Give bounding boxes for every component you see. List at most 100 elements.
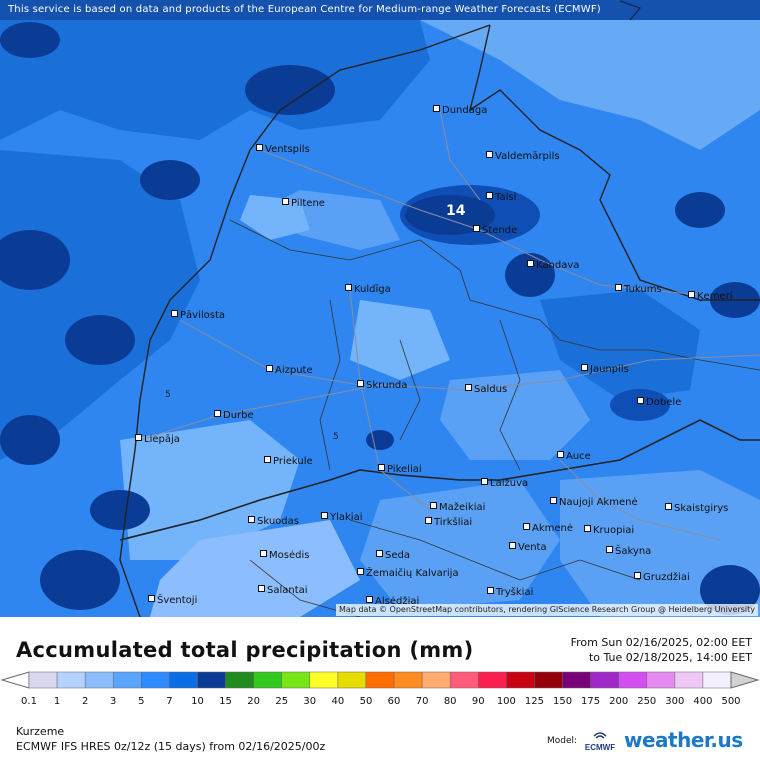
scale-swatch <box>365 671 395 689</box>
scale-swatch <box>393 671 423 689</box>
scale-swatch <box>449 671 479 689</box>
scale-swatch <box>618 671 648 689</box>
city-label: Akmenė <box>523 523 573 535</box>
city-marker-icon <box>634 572 641 579</box>
city-label: Tryškiai <box>487 587 533 599</box>
scale-swatch <box>84 671 114 689</box>
scale-label: 400 <box>693 696 713 707</box>
city-marker-icon <box>486 151 493 158</box>
scale-swatch <box>506 671 535 689</box>
city-label: Pikeliai <box>378 464 422 476</box>
city-label: Seda <box>376 550 410 562</box>
city-marker-icon <box>376 550 383 557</box>
city-label: Jaunpils <box>581 364 629 376</box>
scale-label: 1 <box>53 696 61 707</box>
city-marker-icon <box>214 410 221 417</box>
city-marker-icon <box>481 478 488 485</box>
scale-label: 70 <box>415 696 429 707</box>
city-label: Piltene <box>282 198 325 210</box>
scale-label: 175 <box>581 696 601 707</box>
city-marker-icon <box>430 502 437 509</box>
ecmwf-logo-text: ECMWF <box>585 743 615 752</box>
scale-label: 5 <box>138 696 145 707</box>
city-marker-icon <box>473 225 480 232</box>
map-credit: Map data © OpenStreetMap contributors, r… <box>336 604 758 616</box>
city-label: Dobele <box>637 397 681 409</box>
city-label: Liepāja <box>135 434 180 446</box>
city-label: Skuodas <box>248 516 299 528</box>
city-marker-icon <box>606 546 613 553</box>
city-label: Venta <box>509 542 547 554</box>
city-label: Salantai <box>258 585 308 597</box>
scale-label: 90 <box>471 696 485 707</box>
scale-swatch <box>225 671 254 689</box>
city-marker-icon <box>509 542 516 549</box>
scale-swatch <box>562 671 591 689</box>
city-marker-icon <box>171 310 178 317</box>
scale-swatch <box>112 671 142 689</box>
city-marker-icon <box>550 497 557 504</box>
city-marker-icon <box>357 380 364 387</box>
color-scale-bar <box>0 671 760 689</box>
city-marker-icon <box>486 192 493 199</box>
city-label: Ķemeri <box>688 291 733 303</box>
scale-label: 0.1 <box>21 696 37 707</box>
scale-swatch <box>253 671 282 689</box>
city-label: Priekule <box>264 456 313 468</box>
scale-label: 60 <box>387 696 401 707</box>
scale-swatch <box>309 671 339 689</box>
scale-label: 250 <box>637 696 657 707</box>
city-marker-icon <box>527 260 534 267</box>
scale-swatch <box>141 671 170 689</box>
city-label: Gruzdžiai <box>634 572 690 584</box>
city-label: Kandava <box>527 260 579 272</box>
scale-arrow-left <box>0 671 30 689</box>
city-marker-icon <box>615 284 622 291</box>
city-marker-icon <box>425 517 432 524</box>
city-marker-icon <box>581 364 588 371</box>
city-marker-icon <box>378 464 385 471</box>
city-label: Alsėdžiai <box>366 596 419 608</box>
scale-label: 125 <box>524 696 544 707</box>
weather-us-logo[interactable]: weather.us <box>624 728 743 752</box>
scale-label: 200 <box>609 696 629 707</box>
scale-label: 10 <box>191 696 204 707</box>
city-label: Skrunda <box>357 380 407 392</box>
scale-label: 100 <box>496 696 516 707</box>
city-label: Šventoji <box>148 595 197 607</box>
city-marker-icon <box>665 503 672 510</box>
scale-swatch <box>56 671 86 689</box>
city-label: Tukums <box>615 284 662 296</box>
city-marker-icon <box>366 596 373 603</box>
city-label: Laižuva <box>481 478 528 490</box>
scale-label: 300 <box>665 696 685 707</box>
max-value-label: 14 <box>446 203 466 219</box>
city-marker-icon <box>321 512 328 519</box>
scale-label: 2 <box>81 696 89 707</box>
city-label: Šakyna <box>606 546 651 558</box>
ecmwf-logo: ECMWF <box>585 732 615 752</box>
scale-label: 150 <box>552 696 573 707</box>
time-period: From Sun 02/16/2025, 02:00 EET to Tue 02… <box>571 635 752 665</box>
city-label: Mosėdis <box>260 550 309 562</box>
scale-swatch <box>281 671 311 689</box>
city-label: Žemaičių Kalvarija <box>357 568 459 580</box>
contour-label: 5 <box>165 390 171 400</box>
city-label: Ylakiai <box>321 512 363 524</box>
city-label: Mažeikiai <box>430 502 485 514</box>
ecmwf-notice: This service is based on data and produc… <box>0 0 760 20</box>
scale-swatch <box>534 671 563 689</box>
color-scale-labels: 0.1 1 2 3 5 7 10 15 20 25 30 40 50 60 70 80 90 100 125 150 1… <box>0 696 760 710</box>
city-label: Pāvilosta <box>171 310 225 322</box>
contour-label: 5 <box>333 432 339 442</box>
scale-label: 30 <box>303 696 317 707</box>
city-label: Ventspils <box>256 144 310 156</box>
scale-label: 25 <box>275 696 289 707</box>
city-marker-icon <box>266 365 273 372</box>
city-label: Valdemārpils <box>486 151 560 163</box>
legend-title: Accumulated total precipitation (mm) <box>16 638 474 662</box>
scale-swatch <box>169 671 198 689</box>
scale-swatch <box>421 671 451 689</box>
precipitation-map[interactable]: This service is based on data and produc… <box>0 0 760 617</box>
city-label: Stende <box>473 225 517 237</box>
